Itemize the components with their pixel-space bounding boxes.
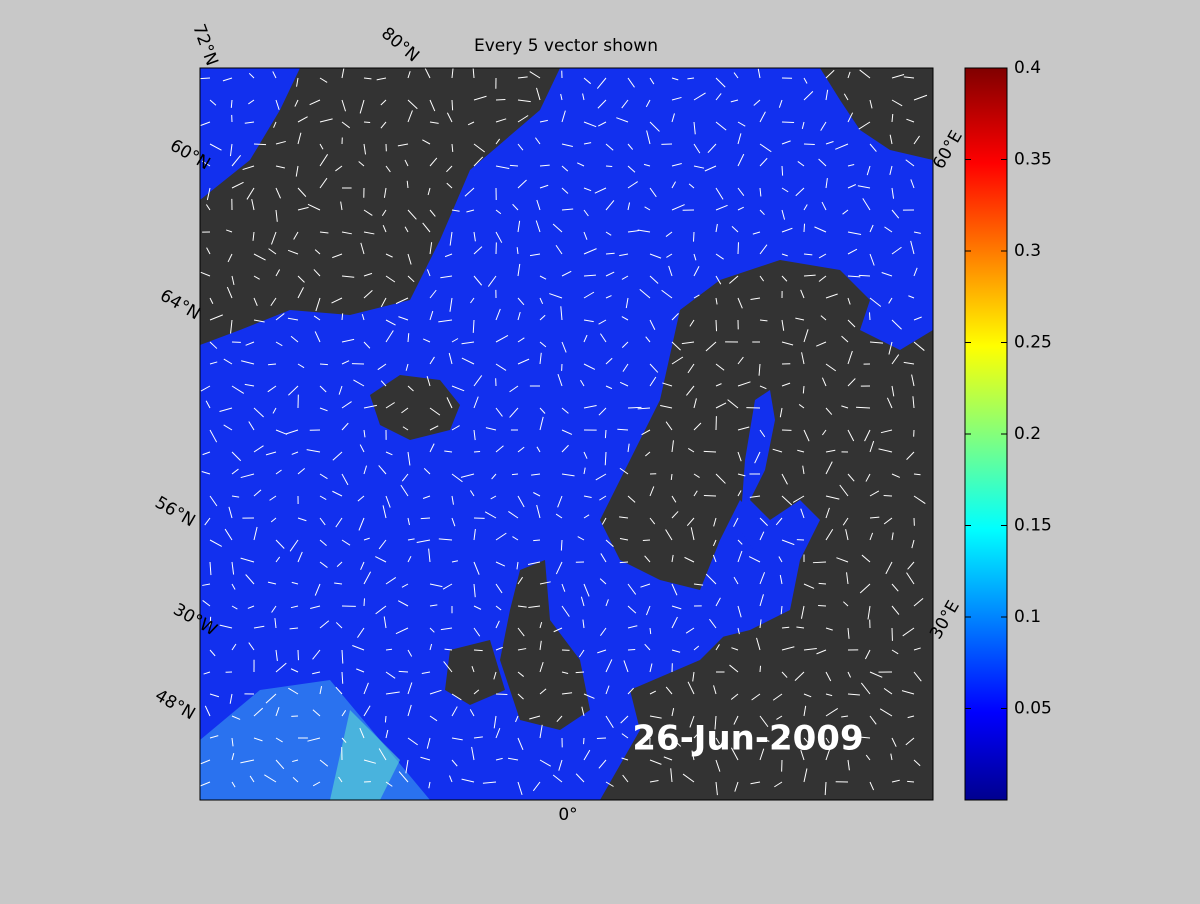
- vector: [704, 451, 716, 452]
- vector: [320, 364, 328, 365]
- colorbar-tick-label: 0.25: [1014, 333, 1052, 353]
- vector: [561, 540, 562, 551]
- vector: [803, 386, 804, 393]
- vector: [231, 100, 232, 108]
- vector: [620, 562, 628, 563]
- date-label: 26-Jun-2009: [632, 719, 863, 759]
- vector: [364, 122, 370, 123]
- grid-label: 0°: [558, 805, 577, 825]
- title: Every 5 vector shown: [474, 36, 658, 56]
- grid-label: 72°N: [188, 21, 221, 68]
- grid-label: 56°N: [151, 493, 198, 532]
- colorbar-tick-label: 0.2: [1014, 424, 1041, 444]
- vector: [576, 672, 584, 673]
- grid-label: 60°E: [929, 127, 967, 172]
- vector: [496, 99, 505, 100]
- vector: [474, 650, 483, 651]
- grid-label: 48°N: [151, 686, 198, 725]
- vector: [452, 100, 453, 110]
- vector: [496, 694, 507, 695]
- vector: [813, 562, 826, 563]
- map: [198, 66, 933, 800]
- vector: [760, 666, 761, 672]
- vector: [819, 583, 826, 584]
- vector: [200, 78, 210, 79]
- vector: [782, 166, 783, 176]
- vector: [399, 671, 408, 672]
- colorbar-tick-label: 0.05: [1014, 699, 1052, 719]
- vector: [818, 605, 826, 606]
- vector: [907, 781, 914, 782]
- colorbar: [965, 68, 1007, 800]
- vector: [510, 165, 518, 166]
- vector: [512, 474, 518, 475]
- vector: [385, 716, 386, 722]
- colorbar-tick-label: 0.35: [1014, 150, 1052, 170]
- vector: [804, 224, 805, 232]
- colorbar-tick-label: 0.4: [1014, 58, 1041, 78]
- vector: [254, 144, 266, 145]
- vector: [782, 122, 794, 123]
- grid-label: 64°N: [156, 286, 203, 325]
- vector: [597, 738, 606, 739]
- colorbar-tick-label: 0.15: [1014, 516, 1052, 536]
- vector: [884, 495, 892, 496]
- grid-label: 80°N: [377, 24, 423, 67]
- vector: [606, 166, 612, 167]
- vector: [869, 312, 870, 320]
- vector: [533, 540, 540, 541]
- vector: [859, 275, 870, 276]
- vector: [421, 518, 430, 519]
- colorbar-tick-label: 0.1: [1014, 607, 1041, 627]
- vector: [716, 320, 717, 331]
- vector: [342, 313, 343, 320]
- vector: [605, 430, 606, 438]
- colorbar-tick-label: 0.3: [1014, 241, 1041, 261]
- vector: [628, 407, 641, 408]
